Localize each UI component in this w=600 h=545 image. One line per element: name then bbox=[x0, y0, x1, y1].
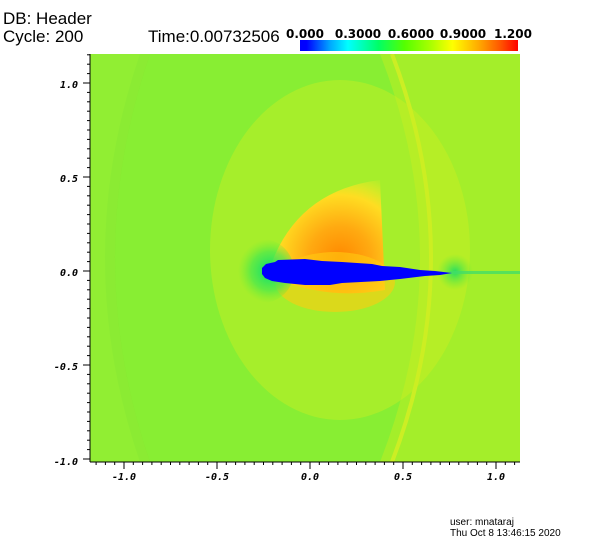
cycle-label: Cycle: 200 bbox=[3, 27, 84, 46]
database-title: DB: Header bbox=[3, 9, 92, 28]
x-tick-label-neg1.0: -1.0 bbox=[112, 472, 136, 483]
wake-line bbox=[450, 271, 520, 274]
timestamp: Thu Oct 8 13:46:15 2020 bbox=[450, 528, 561, 539]
y-tick-label-1.0: 1.0 bbox=[60, 80, 78, 91]
y-tick-label-neg0.5: -0.5 bbox=[54, 362, 78, 373]
colorbar-label-min: 0.000 bbox=[286, 27, 324, 41]
colorbar-legend bbox=[300, 40, 518, 51]
x-tick-label-0.5: 0.5 bbox=[394, 472, 412, 483]
freestream-region bbox=[90, 54, 150, 462]
y-tick-label-0.0: 0.0 bbox=[60, 268, 78, 279]
x-tick-label-1.0: 1.0 bbox=[487, 472, 505, 483]
shock-line bbox=[390, 54, 433, 462]
colorbar-label-2: 0.6000 bbox=[387, 27, 435, 41]
field-region bbox=[90, 54, 520, 462]
x-tick-label-neg0.5: -0.5 bbox=[205, 472, 229, 483]
axis-ticks bbox=[83, 54, 516, 469]
time-label: Time:0.00732506 bbox=[148, 27, 280, 46]
airfoil bbox=[262, 259, 452, 285]
y-tick-label-0.5: 0.5 bbox=[60, 174, 78, 185]
colorbar-label-1: 0.3000 bbox=[334, 27, 382, 41]
user-info: user: mnataraj bbox=[450, 517, 514, 528]
y-tick-label-neg1.0: -1.0 bbox=[54, 457, 78, 468]
colorbar-label-3: 0.9000 bbox=[439, 27, 487, 41]
colorbar-label-max: 1.200 bbox=[494, 27, 532, 41]
x-tick-label-0.0: 0.0 bbox=[301, 472, 319, 483]
